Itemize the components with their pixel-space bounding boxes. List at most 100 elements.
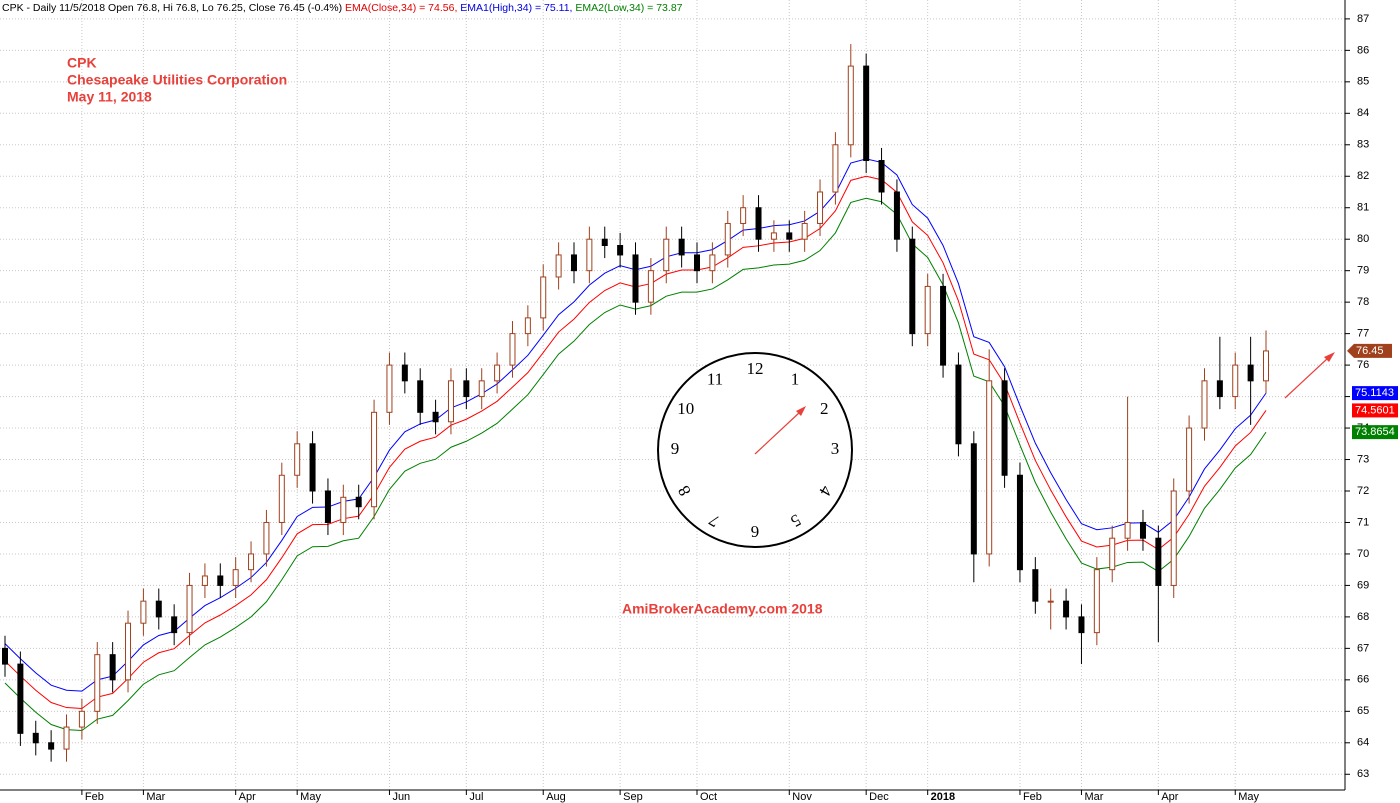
candle-body (909, 238, 916, 335)
candle-body (155, 600, 162, 618)
candle-body (263, 521, 270, 555)
y-tick-label: 64 (1357, 737, 1369, 749)
candle-body (955, 364, 962, 445)
candle-body (786, 232, 793, 240)
candle-body (770, 232, 777, 240)
candle-body (17, 663, 24, 734)
clock-number: 10 (677, 399, 694, 418)
x-tick-label: Mar (1084, 791, 1103, 803)
candle-body (601, 238, 608, 246)
candle-body (78, 710, 85, 728)
candle-body (740, 207, 747, 224)
clock-arrowhead (796, 406, 806, 416)
x-tick-label: Sep (623, 791, 643, 803)
end-label: 73.8654 (1355, 426, 1395, 438)
x-tick-label: Oct (700, 791, 717, 803)
candle-body (647, 270, 654, 303)
clock-number: 2 (820, 399, 829, 418)
candle-body (817, 191, 824, 224)
x-tick-label: May (300, 791, 321, 803)
candle-body (1109, 537, 1116, 571)
last-price-tag (1347, 343, 1392, 358)
y-tick-label: 80 (1357, 233, 1369, 245)
candle-body (386, 364, 393, 413)
header-ema-close: EMA(Close,34) = 74.56, (345, 2, 457, 14)
clock-number: 11 (707, 370, 723, 389)
y-tick-label: 63 (1357, 768, 1369, 780)
candle-body (632, 254, 639, 303)
y-tick-label: 68 (1357, 611, 1369, 623)
candle-body (1263, 350, 1269, 382)
candle-body (294, 443, 301, 476)
candle-body (32, 732, 39, 744)
candle-body (94, 654, 101, 712)
candle-body (1032, 569, 1039, 602)
y-tick-label: 78 (1357, 296, 1369, 308)
header-ema-high: EMA1(High,34) = 75.11, (460, 2, 572, 14)
y-tick-label: 65 (1357, 705, 1369, 717)
watermark: AmiBrokerAcademy.com 2018 (622, 601, 823, 617)
y-tick-label: 79 (1357, 265, 1369, 277)
candle-body (1078, 616, 1085, 634)
candle-body (371, 411, 378, 508)
candle-body (1063, 600, 1070, 618)
y-tick-label: 72 (1357, 485, 1369, 497)
candle-body (540, 276, 547, 319)
symbol: CPK (67, 55, 97, 71)
clock-number: 1 (791, 370, 800, 389)
candle-body (570, 254, 577, 272)
candle-body (324, 490, 331, 523)
candle-body (140, 600, 147, 624)
candle-body (893, 191, 900, 240)
trend-arrow (1284, 357, 1329, 399)
candle-body (447, 380, 454, 423)
candle-body (617, 244, 624, 256)
candle-body (970, 443, 977, 555)
end-label: 75.1143 (1355, 387, 1394, 399)
annotations: CPK Chesapeake Utilities Corporation May… (67, 55, 823, 617)
candle-body (1155, 537, 1162, 586)
candle-body (832, 144, 839, 193)
candle-body (847, 65, 854, 146)
x-tick-label: Jul (469, 791, 483, 803)
candle-body (678, 238, 685, 256)
candle-body (509, 333, 516, 366)
candle-body (125, 622, 132, 681)
candle-body (663, 238, 670, 272)
trend-arrowhead (1324, 352, 1335, 362)
y-tick-label: 85 (1357, 76, 1369, 88)
y-tick-label: 82 (1357, 170, 1369, 182)
candle-body (2, 647, 8, 665)
candle-body (48, 742, 55, 750)
candle-body (186, 584, 193, 634)
x-tick-label: 2018 (931, 791, 955, 803)
candle-body (478, 380, 485, 398)
header-ema-low: EMA2(Low,34) = 73.87 (575, 2, 682, 14)
candle-body (340, 496, 347, 523)
candle-body (863, 65, 870, 162)
clock-number: 3 (831, 439, 840, 458)
x-tick-label: Feb (1023, 791, 1042, 803)
x-tick-label: Nov (792, 791, 812, 803)
candle-body (1124, 521, 1131, 539)
candle-body (586, 238, 593, 272)
x-tick-label: Jun (392, 791, 410, 803)
candle-body (709, 254, 716, 272)
candle-body (217, 575, 224, 586)
end-label: 74.5601 (1355, 404, 1395, 416)
end-label-box (1352, 386, 1398, 401)
y-tick-label: 70 (1357, 548, 1369, 560)
candle-body (494, 364, 501, 382)
candle-body (1093, 569, 1100, 634)
x-tick-label: May (1238, 791, 1259, 803)
candle-body (355, 496, 362, 508)
candle-body (878, 160, 885, 193)
candle-body (278, 474, 285, 523)
candle-body (248, 553, 255, 571)
y-tick-label: 77 (1357, 328, 1369, 340)
clock-number: 12 (747, 359, 764, 378)
candle-body (1047, 600, 1054, 603)
y-tick-label: 76 (1357, 359, 1369, 371)
